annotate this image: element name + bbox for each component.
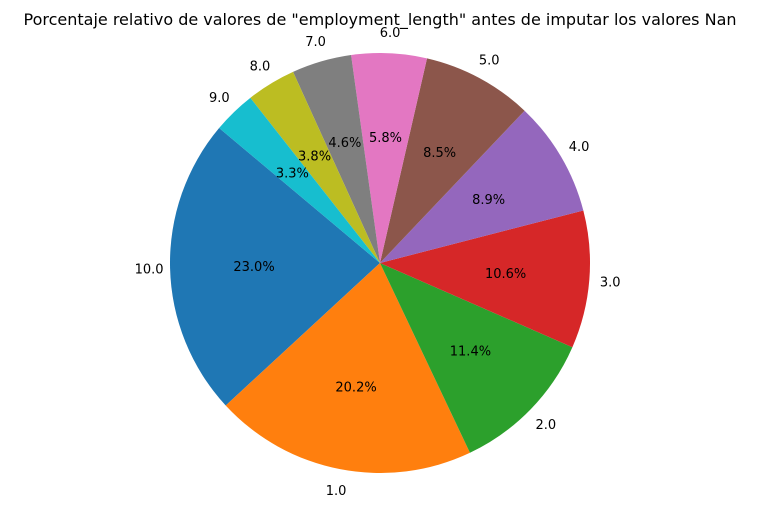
slice-percent-label: 4.6%	[328, 136, 361, 151]
slice-percent-label: 23.0%	[233, 260, 274, 275]
slice-category-label: 3.0	[600, 275, 621, 290]
pie-slice-1.0	[225, 263, 470, 474]
slice-category-label: 8.0	[250, 60, 271, 75]
slice-category-label: 5.0	[479, 53, 500, 68]
slice-percent-label: 3.8%	[298, 149, 331, 164]
slice-percent-label: 11.4%	[450, 345, 491, 360]
pie-slice-6.0	[351, 52, 428, 263]
slice-percent-label: 8.9%	[472, 193, 505, 208]
slice-percent-label: 3.3%	[276, 166, 309, 181]
slice-category-label: 1.0	[326, 484, 347, 499]
slice-percent-label: 20.2%	[335, 381, 376, 396]
pie-slice-10.0	[169, 128, 380, 406]
pie-slice-2.0	[380, 263, 573, 453]
pie-slice-3.0	[380, 210, 590, 348]
slice-category-label: 7.0	[305, 35, 326, 50]
pie-slices	[169, 52, 590, 474]
chart-title: Porcentaje relativo de valores de "emplo…	[23, 10, 736, 30]
slice-percent-label: 10.6%	[485, 267, 526, 282]
slice-percent-label: 5.8%	[369, 131, 402, 146]
slice-category-label: 10.0	[135, 262, 164, 277]
pie-labels: 10.0 23.0% 1.0 20.2% 2.0 11.4% 3.0 10.6% 4.0 8.9%…	[135, 26, 621, 499]
slice-category-label: 2.0	[535, 418, 556, 433]
pie-slice-4.0	[380, 110, 584, 263]
slice-category-label: 6.0	[380, 26, 401, 41]
pie-slice-9.0	[219, 97, 380, 263]
pie-slice-8.0	[250, 71, 380, 263]
pie-slice-7.0	[293, 55, 380, 263]
pie-slice-5.0	[380, 58, 525, 263]
slice-category-label: 9.0	[209, 91, 230, 106]
slice-category-label: 4.0	[569, 140, 590, 155]
slice-percent-label: 8.5%	[423, 146, 456, 161]
